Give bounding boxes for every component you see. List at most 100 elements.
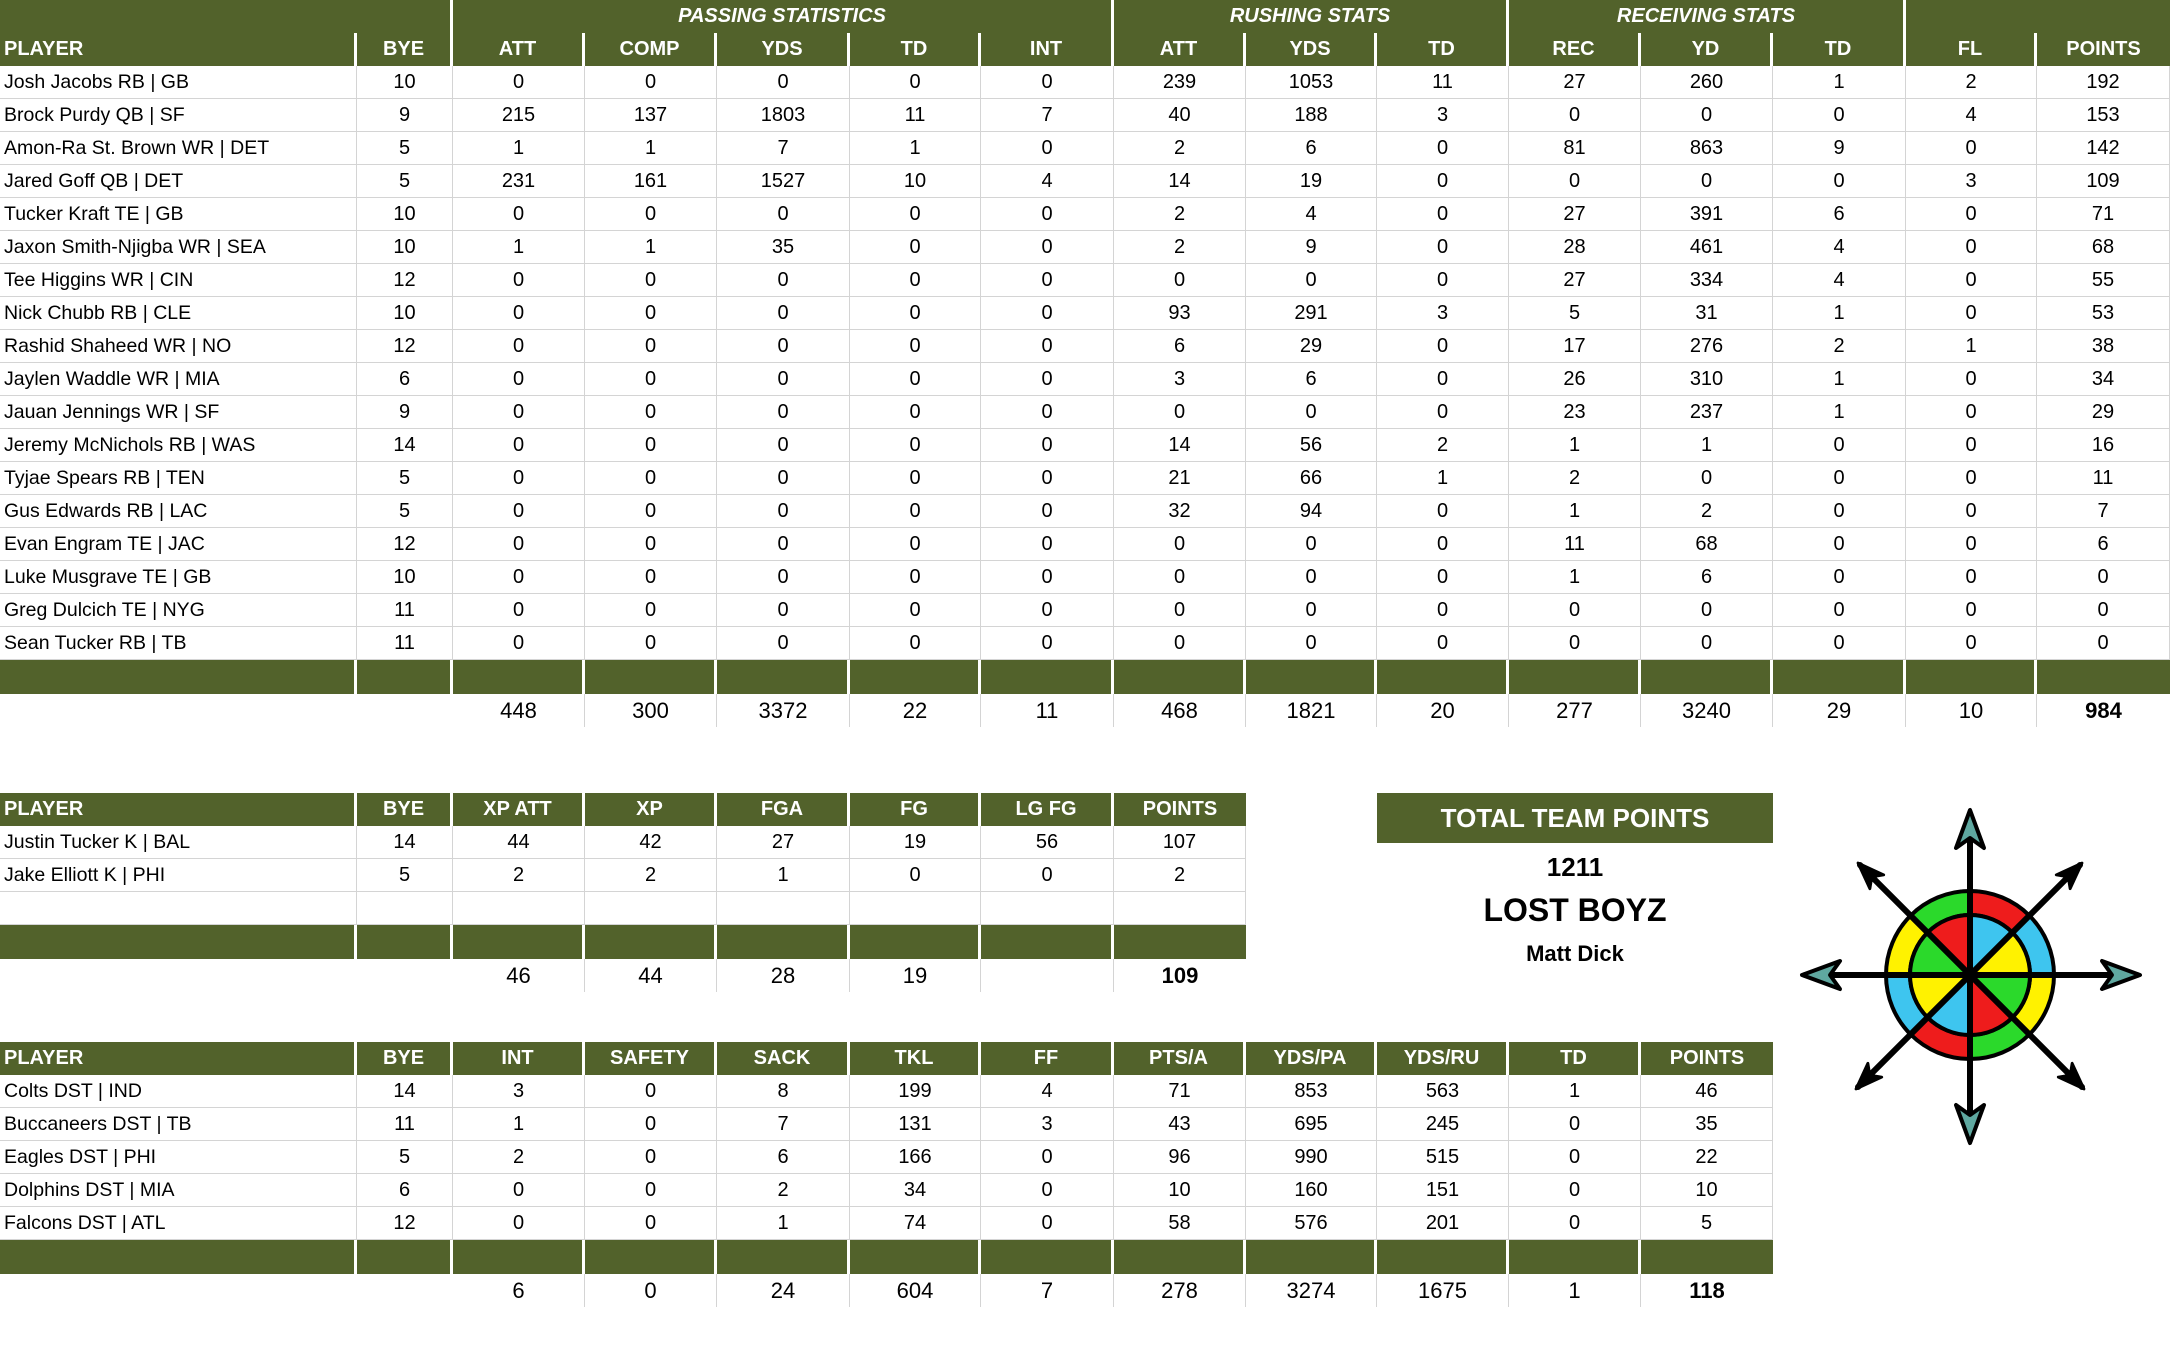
- stat-cell-xp: [585, 892, 717, 925]
- table-row: Sean Tucker RB | TB 11 0 0 0 0 0 0 0 0 0 0 0 0 0: [0, 627, 2170, 660]
- total-cell: 3274: [1246, 1274, 1377, 1307]
- column-header-points: POINTS: [2037, 33, 2170, 66]
- stat-cell-xp: 2: [585, 859, 717, 892]
- stat-cell-yds: 56: [1246, 429, 1377, 462]
- separator-cell: [1246, 1240, 1377, 1274]
- column-header-player: PLAYER: [0, 33, 357, 66]
- stat-cell-yds-ru: 515: [1377, 1141, 1509, 1174]
- stat-cell-tkl: 166: [850, 1141, 981, 1174]
- player-name-cell: Buccaneers DST | TB: [0, 1108, 357, 1141]
- stat-cell-td: 11: [850, 99, 981, 132]
- column-header-td: TD: [1773, 33, 1906, 66]
- stat-cell-yds-ru: 201: [1377, 1207, 1509, 1240]
- stat-cell-sack: 8: [717, 1075, 850, 1108]
- table-row: Falcons DST | ATL 12 0 0 1 74 0 58 576 201 0 5: [0, 1207, 1773, 1240]
- stat-cell-rec: 11: [1509, 528, 1641, 561]
- column-header-bye: BYE: [357, 793, 453, 826]
- stat-cell-comp: 0: [585, 363, 717, 396]
- stat-cell-att: 1: [453, 231, 585, 264]
- stat-cell-bye: 9: [357, 396, 453, 429]
- group-header-receiving: RECEIVING STATS: [1509, 0, 1906, 33]
- stat-cell-bye: 5: [357, 495, 453, 528]
- stat-cell-td: 0: [1773, 528, 1906, 561]
- stat-cell-yds: 6: [1246, 132, 1377, 165]
- stat-cell-yds: 0: [1246, 627, 1377, 660]
- separator-bar: [0, 925, 1246, 959]
- player-name-cell: Tee Higgins WR | CIN: [0, 264, 357, 297]
- stat-cell-int: 0: [981, 528, 1114, 561]
- separator-cell: [1773, 660, 1906, 694]
- table-row: Buccaneers DST | TB 11 1 0 7 131 3 43 695 245 0 35: [0, 1108, 1773, 1141]
- stat-cell-points: 153: [2037, 99, 2170, 132]
- stat-cell-att: 0: [453, 264, 585, 297]
- stat-cell-td: 0: [1377, 396, 1509, 429]
- separator-cell: [585, 925, 717, 959]
- stat-cell-int: 0: [981, 264, 1114, 297]
- stat-cell-td: 0: [1377, 495, 1509, 528]
- defense-stats-table: PLAYER BYE INT SAFETY SACK TKL FF PTS/A YDS/PA YD…: [0, 1042, 1773, 1307]
- total-cell: 1821: [1246, 694, 1377, 727]
- stat-cell-int: 0: [981, 198, 1114, 231]
- table-row: Jaylen Waddle WR | MIA 6 0 0 0 0 0 3 6 0 26 310 1 0 34: [0, 363, 2170, 396]
- total-cell: 24: [717, 1274, 850, 1307]
- stat-cell-points: 55: [2037, 264, 2170, 297]
- stat-cell-att: 0: [453, 627, 585, 660]
- column-header-bye: BYE: [357, 33, 453, 66]
- separator-cell: [981, 925, 1114, 959]
- stat-cell-rec: 27: [1509, 198, 1641, 231]
- stat-cell-yds-pa: 853: [1246, 1075, 1377, 1108]
- stat-cell-yds: 0: [717, 297, 850, 330]
- stat-cell-att: 0: [453, 66, 585, 99]
- stat-cell-points: 0: [2037, 594, 2170, 627]
- stat-cell-td: 0: [850, 396, 981, 429]
- stat-cell-fga: 1: [717, 859, 850, 892]
- separator-cell: [850, 660, 981, 694]
- stat-cell-yds-pa: 990: [1246, 1141, 1377, 1174]
- stat-cell-att: 14: [1114, 429, 1246, 462]
- stat-cell-comp: 137: [585, 99, 717, 132]
- column-header-points: POINTS: [1641, 1042, 1773, 1075]
- stat-cell-points: 38: [2037, 330, 2170, 363]
- stat-cell-fl: 1: [1906, 330, 2037, 363]
- player-name-cell: Nick Chubb RB | CLE: [0, 297, 357, 330]
- stat-cell-points: 34: [2037, 363, 2170, 396]
- stat-cell-yds: 66: [1246, 462, 1377, 495]
- stat-cell-comp: 1: [585, 132, 717, 165]
- stat-cell-td: 1: [1773, 363, 1906, 396]
- stat-cell-att: 0: [1114, 264, 1246, 297]
- column-header-safety: SAFETY: [585, 1042, 717, 1075]
- table-row: Jake Elliott K | PHI 5 2 2 1 0 0 2: [0, 859, 1246, 892]
- column-header-xp: XP: [585, 793, 717, 826]
- column-header-td: TD: [850, 33, 981, 66]
- stat-cell-points: 107: [1114, 826, 1246, 859]
- stat-cell-bye: 5: [357, 1141, 453, 1174]
- total-points-cell: 109: [1161, 962, 1199, 988]
- stat-cell-td: 0: [850, 66, 981, 99]
- table-row: Tyjae Spears RB | TEN 5 0 0 0 0 0 21 66 1 2 0 0 0 11: [0, 462, 2170, 495]
- stat-cell-yds-pa: 695: [1246, 1108, 1377, 1141]
- stat-cell-td: 0: [1773, 594, 1906, 627]
- separator-cell: [850, 1240, 981, 1274]
- player-name-cell: Greg Dulcich TE | NYG: [0, 594, 357, 627]
- stat-cell-lg-fg: [981, 892, 1114, 925]
- stat-cell-int: 0: [981, 561, 1114, 594]
- table-row: Colts DST | IND 14 3 0 8 199 4 71 853 563 1 46: [0, 1075, 1773, 1108]
- stat-cell-points: 192: [2037, 66, 2170, 99]
- column-header-row: PLAYER BYE XP ATT XP FGA FG LG FG POINTS: [0, 793, 1246, 826]
- stat-cell-rec: 2: [1509, 462, 1641, 495]
- stat-cell-att: 231: [453, 165, 585, 198]
- stat-cell-bye: 12: [357, 528, 453, 561]
- stat-cell-rec: 0: [1509, 99, 1641, 132]
- separator-cell: [850, 925, 981, 959]
- player-name-cell: Tyjae Spears RB | TEN: [0, 462, 357, 495]
- total-cell: [981, 959, 1114, 992]
- stat-cell-td: 0: [1773, 495, 1906, 528]
- player-name-cell: Evan Engram TE | JAC: [0, 528, 357, 561]
- stat-cell-yds: 6: [1246, 363, 1377, 396]
- stat-cell-points: 109: [2037, 165, 2170, 198]
- stat-cell-int: 0: [981, 627, 1114, 660]
- stat-cell-rec: 0: [1509, 627, 1641, 660]
- separator-cell: [453, 925, 585, 959]
- player-name-cell: Sean Tucker RB | TB: [0, 627, 357, 660]
- stat-cell-att: 14: [1114, 165, 1246, 198]
